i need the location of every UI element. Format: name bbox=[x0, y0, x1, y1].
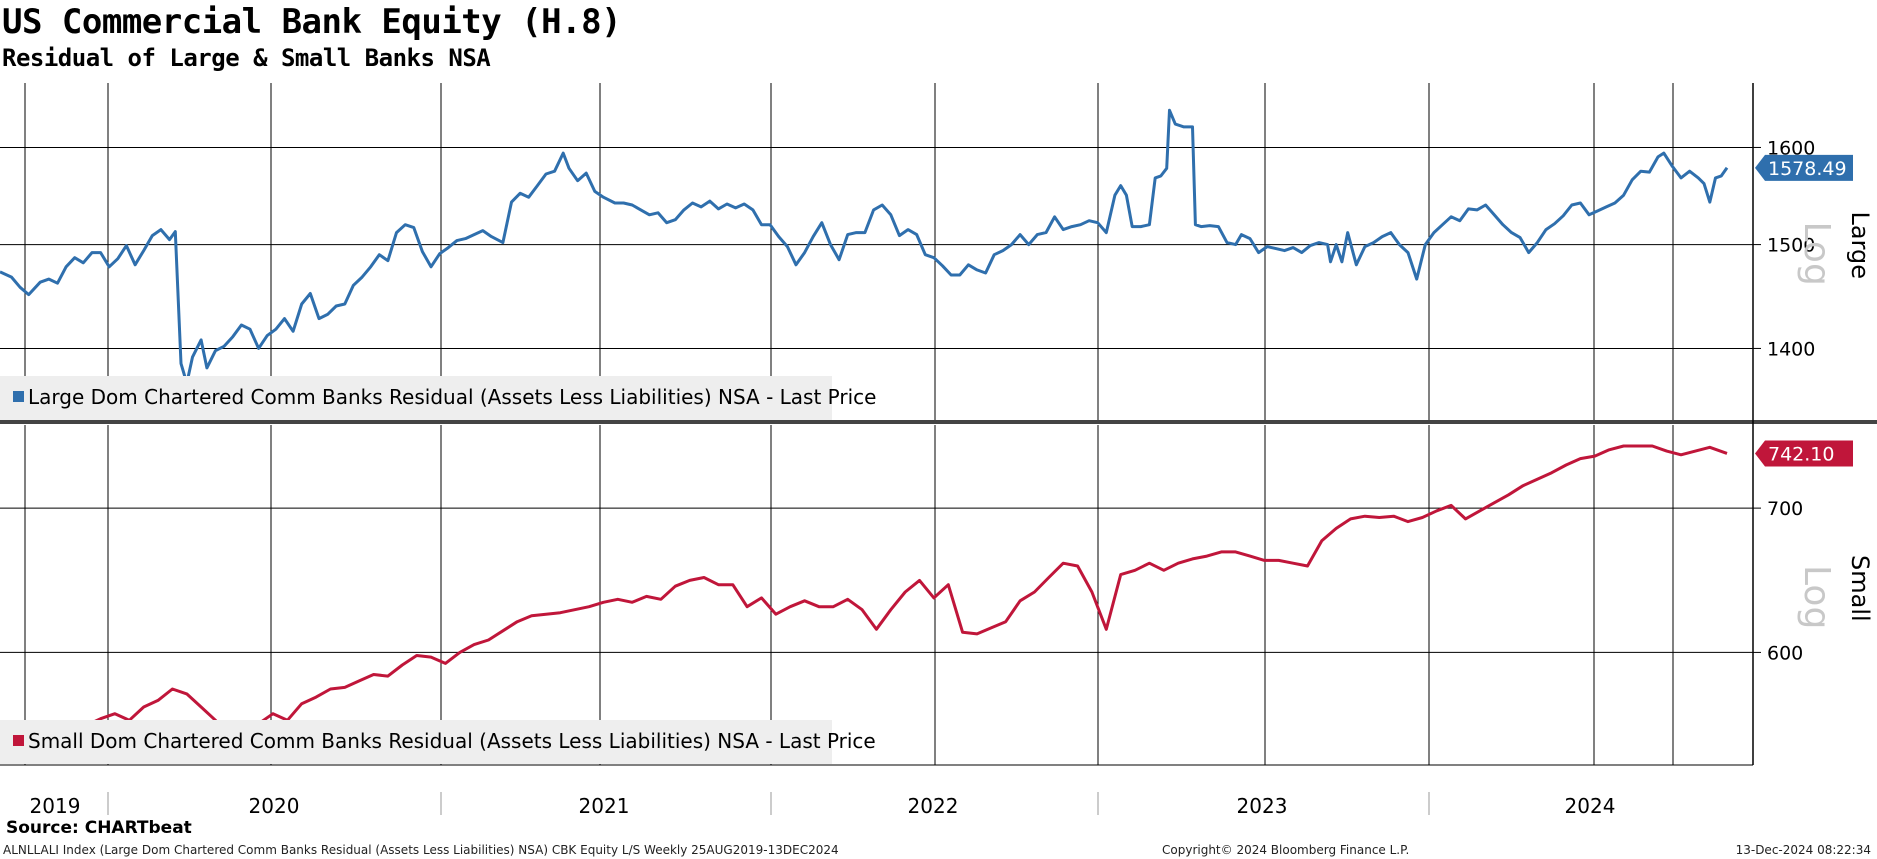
small-series-line bbox=[0, 444, 1728, 744]
y-tick-label: 1500 bbox=[1767, 235, 1815, 257]
y-tick-label: 1600 bbox=[1767, 137, 1815, 159]
small-last-value-tag bbox=[1755, 440, 1853, 467]
footer-description: ALNLLALI Index (Large Dom Chartered Comm… bbox=[3, 843, 839, 857]
small-legend-swatch bbox=[13, 735, 24, 746]
footer-copyright: Copyright© 2024 Bloomberg Finance L.P. bbox=[1162, 843, 1410, 857]
large-panel-title: Large bbox=[1846, 212, 1874, 280]
large-scale-watermark: Log bbox=[1796, 222, 1837, 286]
small-last-value-label: 742.10 bbox=[1768, 443, 1834, 465]
large-legend-swatch bbox=[13, 391, 24, 402]
x-axis-year-label: 2022 bbox=[908, 794, 959, 818]
small-legend-box bbox=[0, 720, 832, 764]
x-axis-year-label: 2023 bbox=[1237, 794, 1288, 818]
small-scale-watermark: Log bbox=[1796, 565, 1837, 629]
y-tick-label: 600 bbox=[1767, 642, 1803, 664]
large-last-value-tag bbox=[1755, 154, 1853, 181]
x-axis-year-label: 2021 bbox=[579, 794, 630, 818]
chart-subtitle: Residual of Large & Small Banks NSA bbox=[2, 44, 491, 72]
y-tick-label: 1400 bbox=[1767, 338, 1815, 360]
x-axis-year-label: 2020 bbox=[249, 794, 300, 818]
chart-title: US Commercial Bank Equity (H.8) bbox=[2, 2, 622, 42]
x-axis-year-label: 2024 bbox=[1565, 794, 1616, 818]
large-legend-text: Large Dom Chartered Comm Banks Residual … bbox=[28, 385, 876, 409]
large-last-value-label: 1578.49 bbox=[1768, 158, 1847, 180]
large-series-line bbox=[0, 108, 1729, 385]
footer-timestamp: 13-Dec-2024 08:22:34 bbox=[1735, 843, 1871, 857]
small-panel-title: Small bbox=[1846, 555, 1874, 622]
source-label: Source: CHARTbeat bbox=[6, 818, 192, 838]
large-legend-box bbox=[0, 376, 832, 420]
x-axis-year-label: 2019 bbox=[30, 794, 81, 818]
small-legend-text: Small Dom Chartered Comm Banks Residual … bbox=[28, 729, 876, 753]
y-tick-label: 700 bbox=[1767, 498, 1803, 520]
